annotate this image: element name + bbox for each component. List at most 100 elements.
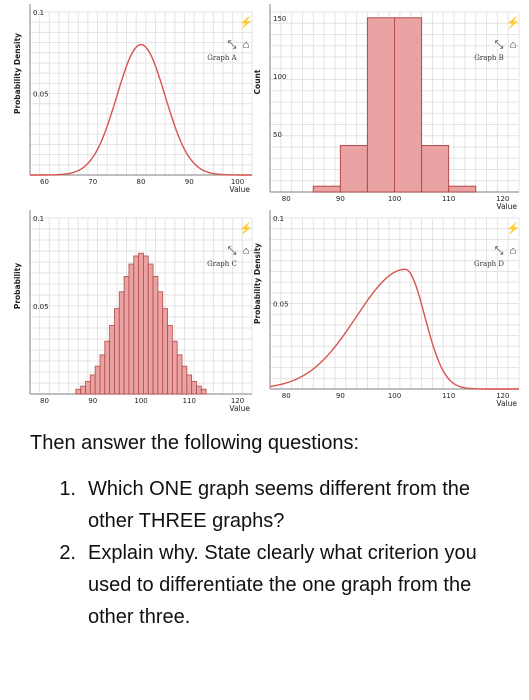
x-axis-label: Value [496,399,517,408]
home-icon[interactable]: ⌂ [243,39,250,51]
home-icon[interactable]: ⌂ [510,39,517,51]
home-icon[interactable]: ⌂ [510,245,517,257]
probability-bar [143,255,149,395]
graph-a-grid [29,11,253,176]
graph-a-svg: 60 70 80 90 100 0.05 0.1 Probability Density Val… [13,4,253,194]
x-axis-label: Value [229,404,250,413]
probability-bar [133,255,139,395]
probability-bar [152,275,159,395]
y-axis-label: Probability [13,263,22,309]
y-tick-label: 0.05 [273,301,289,309]
graph-c-panel: 80 90 100 110 120 0.05 0.1 Probability Value Grap… [0,210,262,415]
questions-intro: Then answer the following questions: [30,432,360,454]
y-tick-label: 0.1 [273,215,284,223]
graph-label: Graph A [207,54,237,62]
question-1: 1. Which ONE graph seems different from … [30,473,520,537]
x-axis-label: Value [229,185,250,194]
x-tick-label: 100 [388,392,401,400]
probability-bar [157,291,164,395]
probability-bar [171,340,178,395]
expand-icon[interactable]: ⤡ [228,245,237,257]
y-tick-label: 150 [273,15,286,23]
graph-label: Graph C [207,260,237,268]
x-tick-label: 80 [282,195,291,203]
probability-bar [128,263,135,395]
probability-bar [123,275,130,395]
question-2-number: 2. [59,542,76,564]
probability-bar [196,385,202,395]
probability-bar [138,252,144,395]
graph-label: Graph B [474,54,503,62]
expand-icon[interactable]: ⤡ [495,245,504,257]
x-tick-label: 90 [88,397,97,405]
graph-c-svg: 80 90 100 110 120 0.05 0.1 Probability Value Grap… [13,210,253,413]
graph-d-grid [269,217,520,390]
graph-d-svg: 80 90 100 110 120 0.05 0.1 Probability Density V… [253,210,520,408]
y-axis-label: Probability Density [13,33,22,114]
graph-d-panel: 80 90 100 110 120 0.05 0.1 Probability Density V… [253,210,529,415]
probability-bar [94,365,101,395]
x-tick-label: 70 [88,178,97,186]
x-tick-label: 80 [137,178,146,186]
x-tick-label: 60 [40,178,49,186]
expand-icon[interactable]: ⤡ [228,39,237,51]
probability-bar [109,325,115,395]
y-axis-label: Count [253,69,262,94]
probability-bar [181,365,188,395]
y-tick-label: 0.05 [33,91,49,99]
x-axis-label: Value [496,202,517,211]
x-tick-label: 110 [442,195,455,203]
question-1-number: 1. [59,478,76,500]
y-tick-label: 50 [273,131,282,139]
graph-label: Graph D [474,260,504,268]
density-curve [269,268,519,390]
graph-a-toolbar: ⚡ ⌂ ⤡ [228,16,253,51]
questions-section: Then answer the following questions: 1. … [30,432,520,633]
x-tick-label: 100 [388,195,401,203]
graph-b-svg: 80 90 100 110 120 50 100 150 Count Value Graph B ⚡ ⌂… [253,4,520,211]
histogram-bar [448,185,477,193]
probability-bar [167,325,173,395]
lightning-icon[interactable]: ⚡ [506,16,520,29]
x-tick-label: 120 [496,392,509,400]
x-tick-label: 90 [336,392,345,400]
expand-icon[interactable]: ⤡ [495,39,504,51]
x-tick-label: 120 [496,195,509,203]
y-tick-label: 0.1 [33,215,44,223]
probability-bar [200,388,207,395]
x-tick-label: 100 [231,178,244,186]
lightning-icon[interactable]: ⚡ [239,222,253,235]
probability-bar [75,388,82,395]
y-axis-label: Probability Density [253,243,262,324]
probability-bar [186,374,193,395]
question-2: 2. Explain why. State clearly what crite… [30,537,520,633]
probability-bar [104,340,111,395]
probability-bar [114,308,120,395]
question-1-text: Which ONE graph seems different from the… [88,478,471,532]
x-tick-label: 110 [183,397,196,405]
graph-a-panel: 60 70 80 90 100 0.05 0.1 Probability Density Val… [0,0,262,205]
lightning-icon[interactable]: ⚡ [506,222,520,235]
graph-c-toolbar: ⚡ ⌂ ⤡ [228,222,253,257]
probability-bar [118,291,125,395]
x-tick-label: 90 [185,178,194,186]
histogram-bar [421,145,450,193]
question-2-text: Explain why. State clearly what criterio… [88,542,477,628]
x-tick-label: 80 [40,397,49,405]
lightning-icon[interactable]: ⚡ [239,16,253,29]
probability-bar [147,263,154,395]
probability-bar [191,381,197,395]
probability-bar [162,308,168,395]
y-tick-label: 100 [273,73,286,81]
graph-a-axes [29,4,252,176]
graph-d-axes [269,210,519,390]
histogram-bar [339,145,368,193]
y-tick-label: 0.1 [33,9,44,17]
home-icon[interactable]: ⌂ [243,245,250,257]
x-tick-label: 110 [442,392,455,400]
graph-b-panel: 80 90 100 110 120 50 100 150 Count Value Graph B ⚡ ⌂… [253,0,529,211]
histogram-bar [394,17,423,193]
x-tick-label: 120 [231,397,244,405]
x-tick-label: 100 [134,397,147,405]
graph-b-toolbar: ⚡ ⌂ ⤡ [495,16,520,51]
